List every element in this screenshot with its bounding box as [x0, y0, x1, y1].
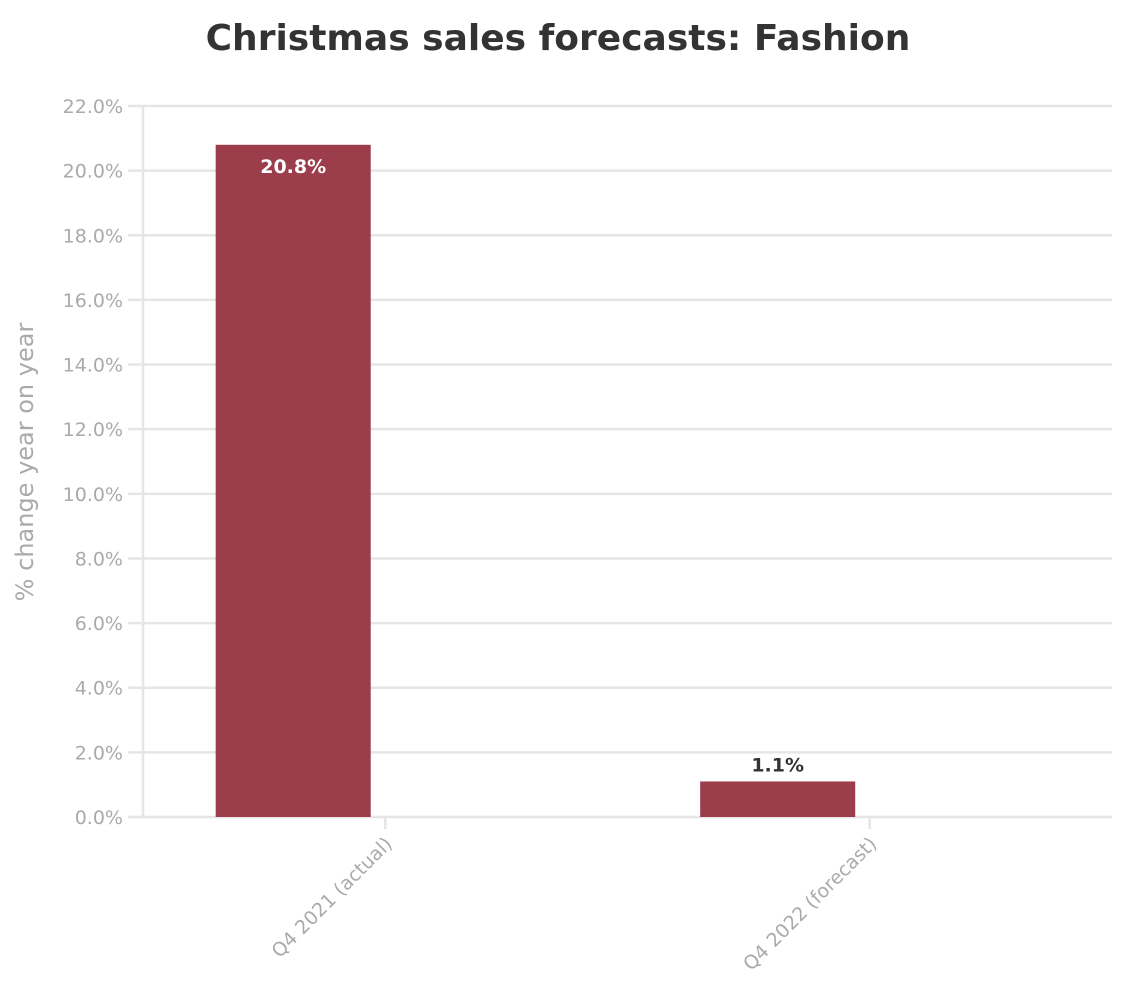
data-label: 1.1% [751, 754, 804, 776]
x-axis-ticks: Q4 2021 (actual) Q4 2022 (forecast) [268, 817, 881, 975]
bars [215, 144, 856, 818]
y-tick-label: 20.0% [63, 161, 123, 183]
y-tick-label: 22.0% [63, 96, 123, 118]
y-tick-label: 12.0% [63, 419, 123, 441]
x-tick-label: Q4 2022 (forecast) [739, 833, 881, 975]
bar [215, 144, 371, 818]
y-tick-label: 0.0% [75, 807, 123, 829]
y-tick-label: 6.0% [75, 613, 123, 635]
y-tick-label: 2.0% [75, 742, 123, 764]
y-tick-label: 10.0% [63, 484, 123, 506]
y-tick-label: 18.0% [63, 225, 123, 247]
data-labels: 20.8% 1.1% [260, 156, 804, 777]
chart-title: Christmas sales forecasts: Fashion [206, 18, 911, 59]
y-axis-label: % change year on year [11, 323, 39, 602]
y-tick-label: 14.0% [63, 355, 123, 377]
data-label: 20.8% [260, 156, 326, 178]
x-tick-label: Q4 2021 (actual) [268, 833, 397, 962]
y-tick-label: 4.0% [75, 678, 123, 700]
y-tick-label: 8.0% [75, 548, 123, 570]
bar [700, 781, 856, 817]
y-axis-ticks: 0.0% 2.0% 4.0% 6.0% 8.0% 10.0% 12.0% 14.0% 16.0%… [63, 96, 123, 829]
y-tick-label: 16.0% [63, 290, 123, 312]
